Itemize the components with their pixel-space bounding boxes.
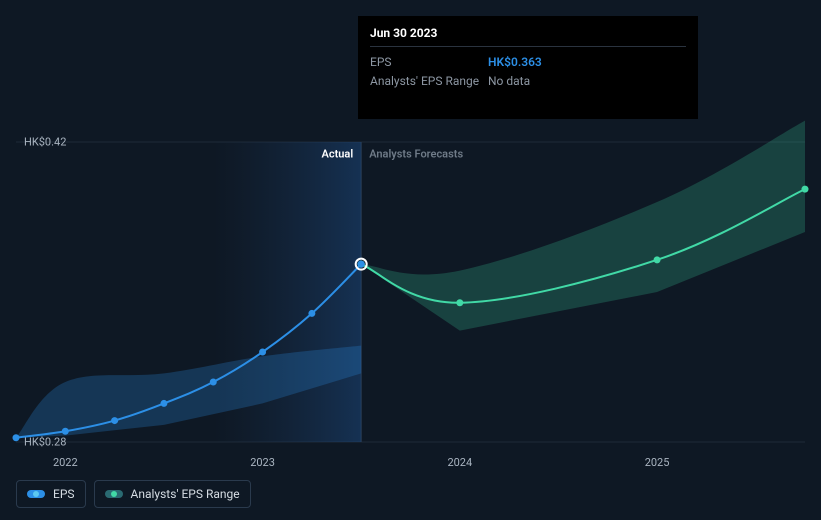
chart-legend: EPS Analysts' EPS Range [16, 480, 251, 508]
legend-swatch [27, 490, 45, 498]
tooltip-row: Analysts' EPS RangeNo data [370, 72, 686, 91]
x-axis-label: 2023 [250, 456, 275, 469]
legend-swatch-dot [111, 491, 117, 497]
legend-item[interactable]: EPS [16, 480, 86, 508]
y-axis-label: HK$0.28 [24, 436, 66, 449]
x-axis-label: 2022 [53, 456, 78, 469]
tooltip-title: Jun 30 2023 [370, 26, 686, 40]
x-axis-label: 2024 [447, 456, 472, 469]
tooltip-divider [370, 46, 686, 47]
forecast-label: Analysts Forecasts [369, 148, 463, 161]
legend-item-label: EPS [53, 487, 75, 501]
legend-swatch [105, 490, 123, 498]
tooltip-row-value: No data [488, 72, 530, 91]
eps-chart: HK$0.42 HK$0.28 2022 2023 2024 2025 Actual A… [0, 0, 821, 520]
actual-label: Actual [322, 148, 354, 161]
y-axis-label: HK$0.42 [24, 136, 66, 149]
chart-tooltip: Jun 30 2023 EPSHK$0.363Analysts' EPS Ran… [358, 16, 698, 119]
legend-swatch-dot [33, 491, 39, 497]
tooltip-row-key: Analysts' EPS Range [370, 72, 488, 91]
legend-item[interactable]: Analysts' EPS Range [94, 480, 251, 508]
x-axis-label: 2025 [645, 456, 670, 469]
legend-item-label: Analysts' EPS Range [131, 487, 240, 501]
tooltip-row: EPSHK$0.363 [370, 53, 686, 72]
tooltip-row-value: HK$0.363 [488, 53, 542, 72]
tooltip-row-key: EPS [370, 53, 488, 72]
